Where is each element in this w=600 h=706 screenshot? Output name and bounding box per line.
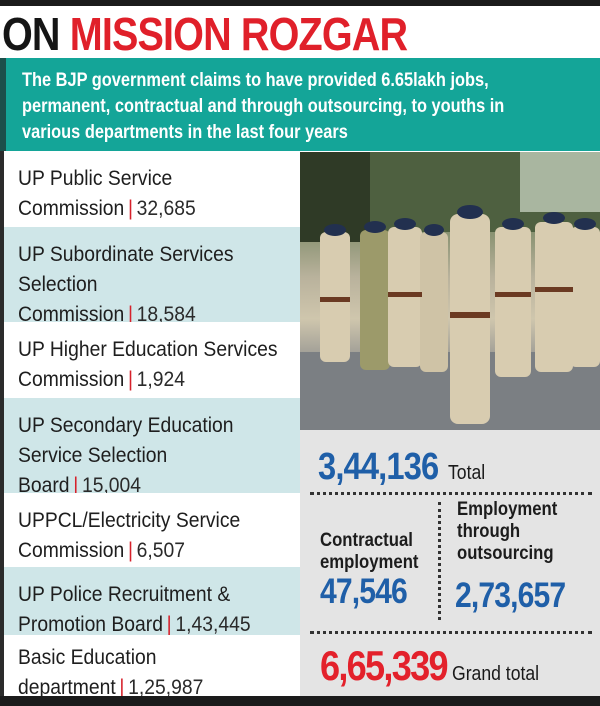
headline-prefix: ON — [2, 8, 60, 60]
outsourcing-label: Employment through outsourcing — [457, 499, 557, 565]
left-border — [0, 151, 4, 696]
total-value: 3,44,136 — [318, 446, 439, 488]
department-name: UP Subordinate Services Selection Commis… — [18, 243, 234, 326]
top-rule — [0, 0, 600, 6]
separator: | — [127, 539, 133, 562]
department-value: 32,685 — [136, 197, 196, 220]
department-value: 18,584 — [136, 303, 196, 326]
headline-title: MISSION ROZGAR — [69, 8, 408, 60]
headline: ON MISSION ROZGAR — [2, 8, 408, 60]
department-row: UP Secondary Education Service Selection… — [4, 398, 300, 497]
department-row: UP Public Service Commission | 32,685 — [4, 151, 300, 227]
intro-banner: The BJP government claims to have provid… — [0, 58, 600, 151]
grand-total-value: 6,65,339 — [320, 642, 449, 689]
department-value: 15,004 — [81, 474, 142, 497]
department-list: UP Public Service Commission | 32,685 UP S… — [4, 151, 300, 699]
department-name: UP Public Service Commission — [18, 167, 173, 220]
dotted-divider — [310, 631, 592, 634]
separator: | — [127, 303, 133, 326]
contractual-label-line: employment — [320, 552, 419, 573]
contractual-value: 47,546 — [320, 572, 408, 611]
department-value: 1,43,445 — [175, 613, 251, 636]
contractual-label-line: Contractual — [320, 530, 413, 551]
police-march-photo — [300, 152, 600, 430]
department-name: UP Higher Education Services Commission — [18, 338, 278, 391]
dotted-vertical-divider — [438, 502, 441, 620]
outsourcing-value: 2,73,657 — [455, 576, 566, 615]
banner-text: The BJP government claims to have provid… — [22, 69, 505, 143]
separator: | — [127, 368, 133, 391]
contractual-label: Contractual employment — [320, 530, 418, 574]
department-row: UPPCL/Electricity Service Commission | 6,5… — [4, 493, 300, 567]
department-name: Basic Education department — [18, 646, 157, 699]
separator: | — [127, 197, 133, 220]
summary-panel: 3,44,136 Total Contractual employment 47… — [300, 430, 600, 696]
department-row: UP Police Recruitment & Promotion Board |… — [4, 567, 300, 636]
grand-total-line: 6,65,339 Grand total — [320, 642, 551, 690]
bottom-rule — [0, 696, 600, 706]
department-row: Basic Education department | 1,25,987 — [4, 635, 300, 699]
separator: | — [119, 676, 125, 699]
outsourcing-label-line: Employment — [457, 499, 558, 520]
department-name: UP Secondary Education Service Selection… — [18, 414, 234, 497]
total-label: Total — [448, 462, 486, 484]
department-row: UP Higher Education Services Commission |… — [4, 322, 300, 398]
separator: | — [73, 474, 79, 497]
department-row: UP Subordinate Services Selection Commis… — [4, 227, 300, 326]
police-marching-image-icon — [300, 152, 600, 430]
dotted-divider — [310, 492, 592, 495]
grand-total-label: Grand total — [451, 663, 540, 685]
department-value: 6,507 — [136, 539, 186, 562]
separator: | — [166, 613, 172, 636]
total-line: 3,44,136 Total — [318, 446, 491, 489]
department-name: UP Police Recruitment & Promotion Board — [18, 583, 231, 636]
department-value: 1,25,987 — [128, 676, 204, 699]
department-value: 1,924 — [136, 368, 186, 391]
department-name: UPPCL/Electricity Service Commission — [18, 509, 241, 562]
outsourcing-label-line: outsourcing — [457, 543, 554, 564]
outsourcing-label-line: through — [457, 521, 521, 542]
